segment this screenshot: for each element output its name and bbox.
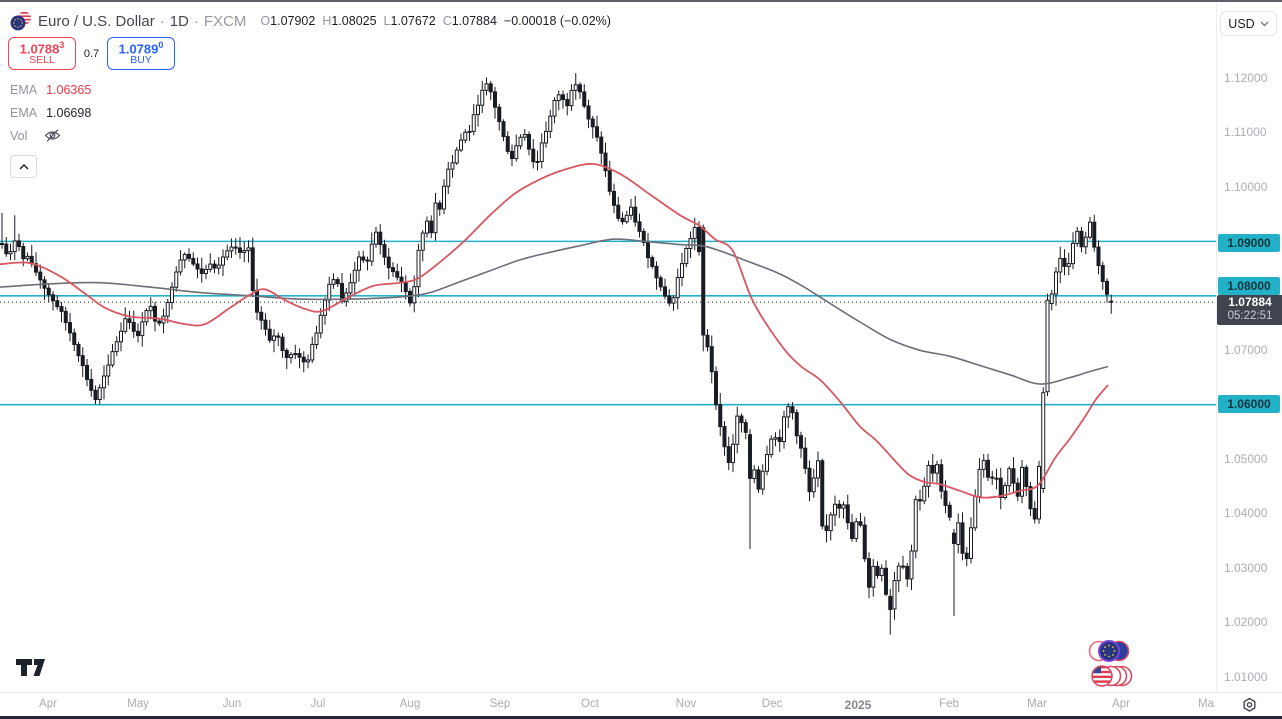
symbol-header[interactable]: Euro / U.S. Dollar · 1D · FXCM O1.07902 H… — [10, 10, 611, 32]
eurusd-pair-icon — [10, 11, 31, 31]
last-price-value: 1.07884 — [1228, 295, 1272, 309]
sell-label: SELL — [29, 54, 55, 67]
title-separator: · — [159, 12, 165, 30]
time-axis-label: Apr — [1112, 698, 1130, 710]
event-flag-us[interactable] — [1091, 665, 1133, 688]
volume-label: Vol — [10, 128, 28, 143]
price-axis-label: 1.01000 — [1224, 670, 1268, 684]
price-axis-label: 1.04000 — [1224, 506, 1268, 520]
indicator-row[interactable]: EMA 1.06365 — [10, 78, 91, 101]
ohlc-item: C1.07884 — [442, 14, 497, 28]
indicator-label: EMA — [10, 82, 38, 97]
us-flag — [1092, 666, 1112, 686]
indicator-value: 1.06698 — [46, 105, 92, 120]
candlestick-series — [0, 73, 1114, 635]
chart-settings-button[interactable] — [1239, 695, 1259, 715]
time-axis[interactable]: Apr May Jun Jul Aug Sep Oct Nov Dec 2025 Feb Mar Apr… — [0, 692, 1282, 717]
price-level-label: 1.08000 — [1218, 277, 1280, 295]
event-flag-eu[interactable] — [1088, 640, 1130, 662]
bar-countdown: 05:22:51 — [1227, 310, 1273, 322]
price-axis-label: 1.02000 — [1224, 615, 1268, 629]
spread-value: 0.7 — [83, 47, 100, 60]
window-bottom-edge — [0, 716, 1282, 719]
change-value: −0.00018 (−0.02%) — [503, 14, 611, 28]
ohlc-item: L1.07672 — [383, 14, 436, 28]
ohlc-item: O1.07902 — [260, 14, 316, 28]
time-axis-label: Apr — [39, 698, 57, 710]
chevron-down-icon — [1260, 21, 1269, 26]
price-axis-label: 1.05000 — [1224, 452, 1268, 466]
buy-price-sup: 0 — [158, 39, 164, 50]
last-price-label: 1.07884 05:22:51 — [1217, 295, 1282, 325]
time-axis-label: Jul — [310, 698, 326, 710]
title-separator: · — [193, 12, 199, 30]
currency-dropdown[interactable]: USD — [1220, 11, 1277, 36]
price-axis-label: 1.12000 — [1224, 71, 1268, 85]
buy-label: BUY — [130, 54, 152, 67]
price-level-label: 1.09000 — [1218, 234, 1280, 252]
gear-icon — [1243, 697, 1255, 712]
buy-button[interactable]: 1.07890 BUY — [107, 37, 175, 70]
time-axis-label: Feb — [939, 698, 959, 710]
chevron-up-icon — [18, 163, 29, 170]
time-axis-label: Jun — [222, 698, 242, 710]
symbol-title[interactable]: Euro / U.S. Dollar — [38, 12, 155, 30]
time-axis-label: Oct — [581, 698, 599, 710]
price-level-label: 1.06000 — [1218, 395, 1280, 413]
eye-off-icon[interactable] — [44, 128, 61, 143]
window-top-edge — [0, 0, 1282, 2]
time-axis-label: Nov — [675, 698, 697, 710]
eu-stars — [1102, 644, 1116, 658]
ohlc-values: O1.07902 H1.08025 L1.07672 C1.07884 −0.00018… — [260, 14, 611, 28]
time-axis-label: Mar — [1027, 698, 1047, 710]
indicator-label: EMA — [10, 105, 38, 120]
ema-slow-line — [0, 238, 1109, 385]
time-axis-label: Sep — [489, 698, 511, 710]
candlestick-chart[interactable] — [0, 0, 1216, 692]
time-axis-label: Dec — [761, 698, 783, 710]
sell-price-sup: 3 — [59, 39, 65, 50]
chart-pane[interactable] — [0, 0, 1216, 692]
time-axis-label: 2025 — [844, 698, 872, 712]
ohlc-item: H1.08025 — [322, 14, 377, 28]
sell-button[interactable]: 1.07883 SELL — [8, 37, 76, 70]
time-axis-label: Ma — [1198, 698, 1214, 710]
timeframe-label[interactable]: 1D — [169, 12, 189, 30]
time-axis-label: Aug — [399, 698, 421, 710]
price-axis[interactable]: 1.12000 1.11000 1.10000 1.09000 1.08000 1.070… — [1216, 0, 1282, 692]
price-axis-label: 1.03000 — [1224, 561, 1268, 575]
indicator-value: 1.06365 — [46, 82, 92, 97]
collapse-legend-button[interactable] — [10, 155, 37, 178]
currency-label: USD — [1228, 16, 1255, 31]
tradingview-logo[interactable] — [16, 659, 46, 681]
support-resistance-lines[interactable] — [0, 240, 1216, 406]
sell-price: 1.0788 — [19, 40, 60, 56]
indicator-row[interactable]: EMA 1.06698 — [10, 101, 91, 124]
price-axis-label: 1.10000 — [1224, 180, 1268, 194]
time-axis-label: May — [127, 698, 149, 710]
ema-fast-line — [0, 163, 1109, 499]
price-axis-label: 1.11000 — [1224, 125, 1267, 139]
price-axis-label: 1.07000 — [1224, 343, 1268, 357]
volume-legend-row[interactable]: Vol — [10, 124, 91, 147]
trade-panel: 1.07883 SELL 0.7 1.07890 BUY — [8, 37, 175, 70]
buy-price: 1.0789 — [118, 40, 159, 56]
indicator-legend: EMA 1.06365 EMA 1.06698 Vol — [10, 78, 91, 178]
exchange-label: FXCM — [203, 12, 247, 30]
